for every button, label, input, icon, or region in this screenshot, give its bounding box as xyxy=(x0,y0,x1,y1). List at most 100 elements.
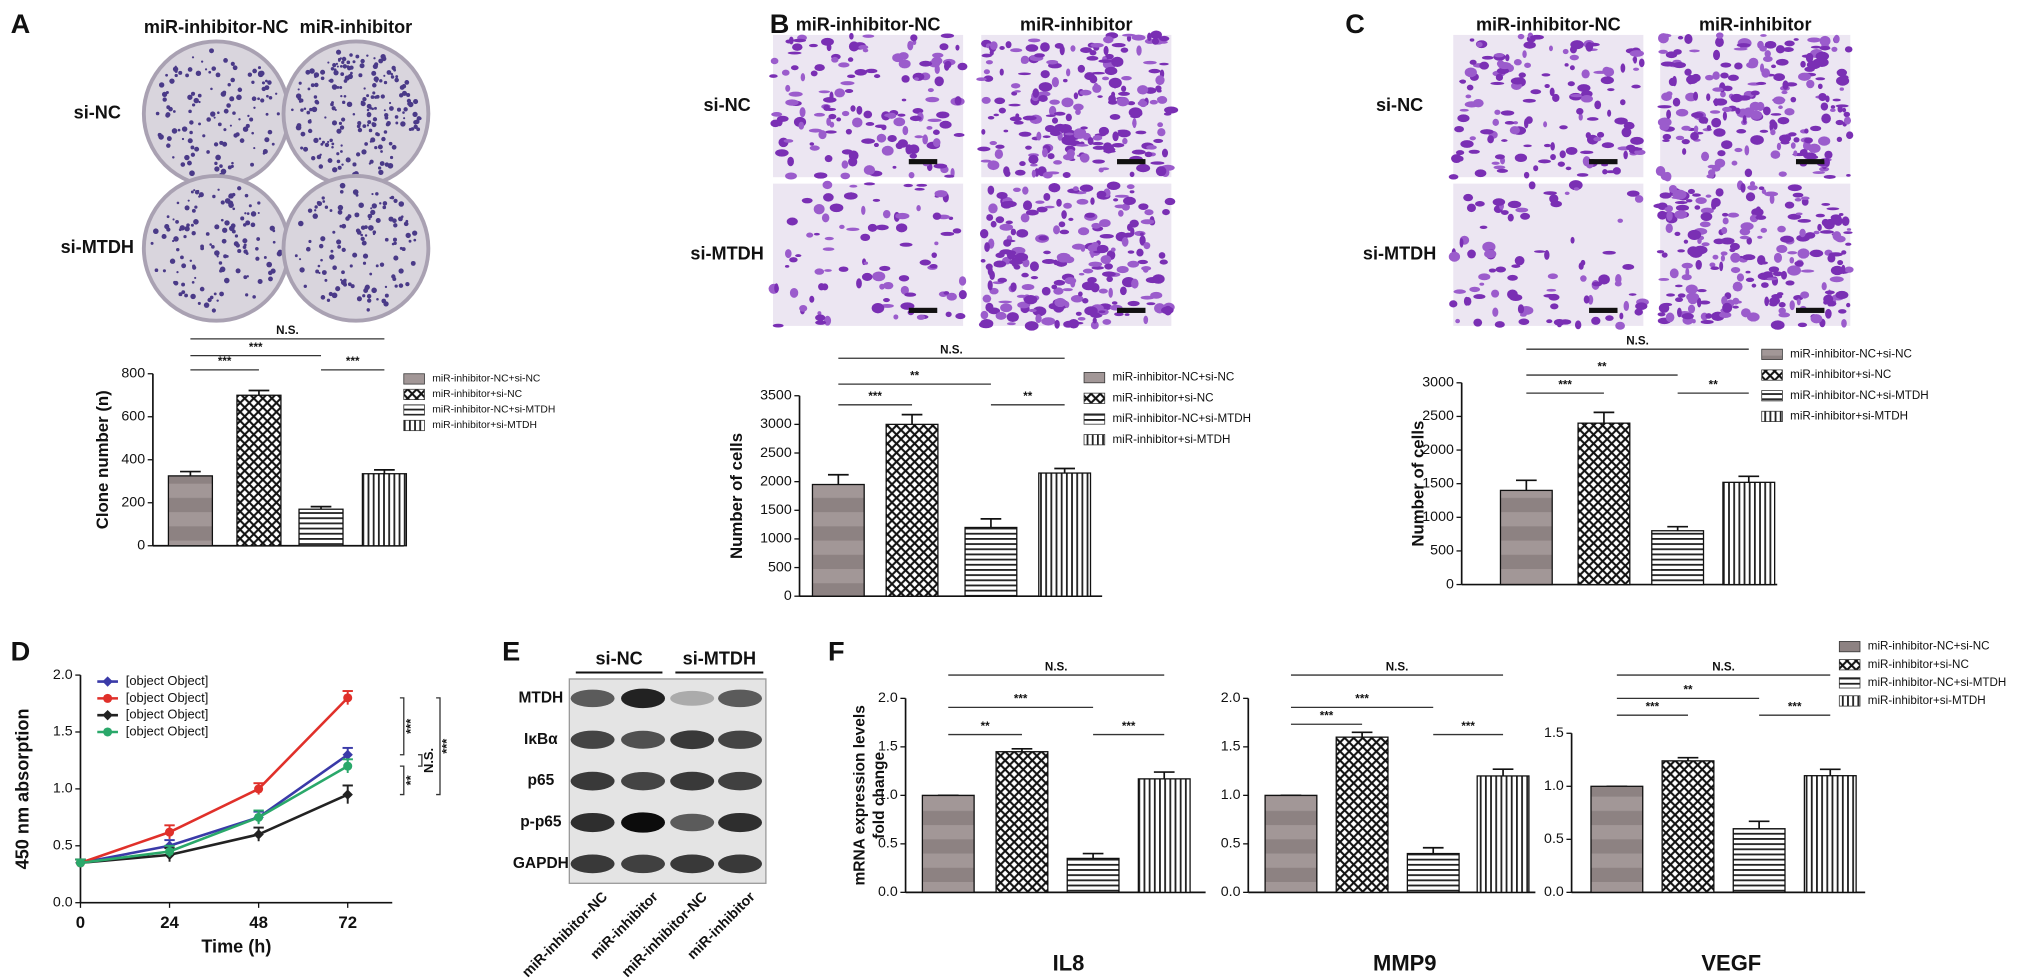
colony xyxy=(243,275,248,280)
cell xyxy=(1769,194,1775,205)
cell xyxy=(1658,33,1672,38)
cell xyxy=(1480,129,1494,135)
band xyxy=(621,771,666,791)
cell xyxy=(1035,200,1045,204)
bar xyxy=(1476,775,1530,893)
cell xyxy=(1778,105,1783,110)
cell xyxy=(898,275,910,282)
cell xyxy=(1580,275,1587,282)
cell xyxy=(1697,289,1707,293)
cell xyxy=(1520,212,1531,220)
colony xyxy=(307,208,313,213)
colony xyxy=(176,270,179,274)
cell xyxy=(1514,256,1525,266)
colony xyxy=(266,94,269,98)
cell xyxy=(919,60,933,67)
cell xyxy=(1570,94,1584,98)
cell xyxy=(1028,38,1041,43)
cell xyxy=(1710,266,1720,270)
cell xyxy=(1846,131,1854,140)
cell xyxy=(1127,101,1136,106)
cell xyxy=(958,289,967,300)
cell xyxy=(1660,61,1675,67)
colony xyxy=(410,127,415,131)
cell xyxy=(840,81,855,86)
significance-label: N.S. xyxy=(276,324,299,337)
colony xyxy=(191,231,196,236)
cell xyxy=(1010,282,1017,292)
legend-swatch xyxy=(1838,677,1861,689)
cell xyxy=(1523,171,1530,179)
colony xyxy=(364,234,368,237)
cell xyxy=(1761,189,1767,195)
scale-bar xyxy=(1589,307,1618,313)
cell xyxy=(1463,296,1470,306)
cell xyxy=(1111,43,1126,48)
cell xyxy=(1713,128,1726,137)
cell xyxy=(1466,84,1474,91)
cell xyxy=(1058,123,1072,133)
colony xyxy=(356,124,361,129)
cell xyxy=(1720,251,1728,256)
colony xyxy=(253,106,256,109)
cell xyxy=(931,56,943,65)
cell xyxy=(1661,252,1668,258)
cell xyxy=(1755,215,1767,220)
colony xyxy=(191,56,195,59)
colony xyxy=(332,167,338,173)
cell xyxy=(829,91,834,102)
cell xyxy=(1020,213,1030,223)
cell xyxy=(834,88,846,98)
cell xyxy=(1773,252,1783,263)
colony xyxy=(178,228,182,232)
colony xyxy=(331,106,336,111)
protein-label: p-p65 xyxy=(520,814,562,831)
colony xyxy=(184,293,188,298)
cell xyxy=(1695,197,1707,205)
colony xyxy=(371,192,374,196)
colony xyxy=(404,80,410,85)
cell xyxy=(1500,110,1515,116)
colony xyxy=(202,134,206,138)
colony xyxy=(257,201,261,205)
cell xyxy=(1677,35,1684,40)
cell xyxy=(1720,62,1732,68)
cell xyxy=(1749,181,1756,187)
colony xyxy=(229,124,232,127)
cell xyxy=(1674,210,1688,219)
cell xyxy=(922,134,928,145)
cell xyxy=(933,163,948,169)
colony xyxy=(346,101,353,108)
cell xyxy=(909,153,918,159)
bar xyxy=(811,483,865,597)
legend-swatch xyxy=(1838,659,1861,671)
cell xyxy=(898,52,909,60)
colony xyxy=(362,294,366,298)
cell xyxy=(910,34,918,42)
cell xyxy=(1823,174,1836,179)
colony xyxy=(162,269,166,273)
cell xyxy=(1473,318,1483,327)
cell xyxy=(1605,170,1617,174)
cell xyxy=(953,133,965,137)
colony xyxy=(317,264,321,268)
cell xyxy=(1482,241,1496,252)
colony xyxy=(213,116,216,119)
scale-bar xyxy=(1589,159,1618,165)
colony xyxy=(360,233,363,237)
cell xyxy=(1793,38,1799,41)
cell xyxy=(1517,304,1525,314)
cell xyxy=(1776,292,1784,296)
colony xyxy=(331,292,338,299)
cell xyxy=(1543,143,1551,148)
cell xyxy=(1061,210,1067,219)
cell xyxy=(792,43,803,51)
cell xyxy=(1496,67,1510,75)
cell xyxy=(1744,145,1750,156)
colony xyxy=(307,128,313,134)
cell xyxy=(1665,223,1673,234)
cell xyxy=(876,133,887,143)
colony xyxy=(373,76,379,82)
cell xyxy=(1479,225,1488,229)
